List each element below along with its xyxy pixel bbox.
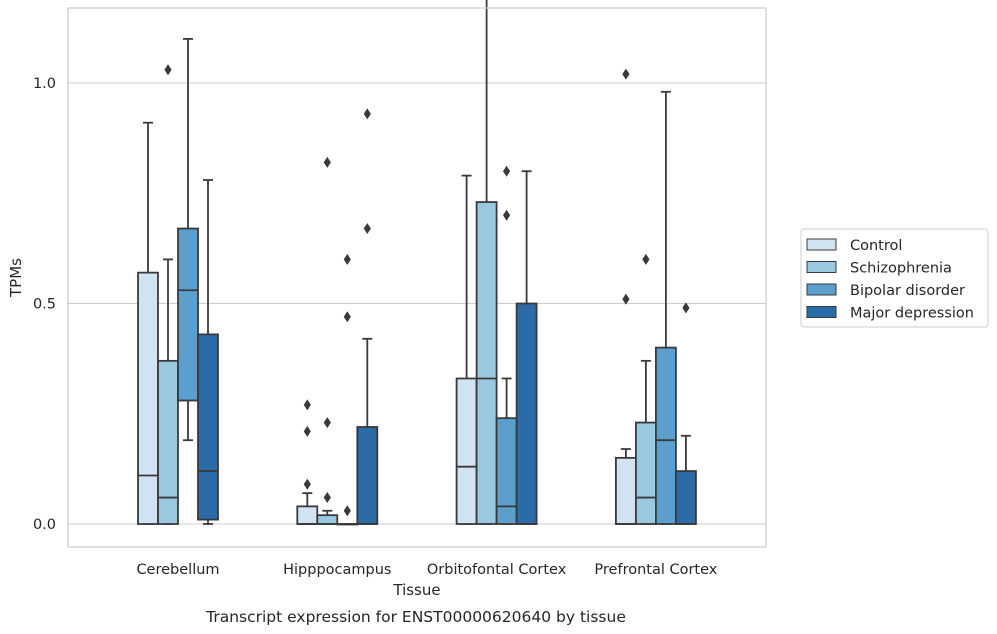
- box-body: [455, 377, 478, 525]
- box-schizophrenia: [316, 156, 339, 525]
- legend: Control Schizophrenia Bipolar disorder Majo…: [800, 228, 989, 328]
- outlier-point: [343, 505, 351, 517]
- outlier-point: [303, 399, 311, 411]
- box-body: [316, 514, 339, 525]
- box-schizophrenia: [157, 64, 179, 525]
- box-control: [296, 399, 319, 525]
- box-major-depression: [197, 179, 219, 525]
- outlier-point: [503, 165, 511, 177]
- y-tick-labels: 0.00.51.01.52.0: [33, 76, 56, 533]
- legend-label: Schizophrenia: [850, 261, 952, 277]
- outlier-point: [363, 108, 371, 120]
- box-major-depression: [515, 170, 538, 525]
- box-bipolar-disorder: [177, 38, 199, 442]
- outlier-point: [343, 253, 351, 265]
- plot-area-frame: [67, 7, 767, 548]
- box-body: [177, 227, 199, 402]
- box-body: [655, 346, 677, 525]
- outlier-point: [303, 425, 311, 437]
- legend-swatch: [806, 238, 837, 251]
- outlier-point: [642, 253, 650, 265]
- legend-frame: [800, 228, 989, 328]
- box-body: [296, 505, 319, 525]
- box-plots: [137, 0, 697, 526]
- x-tick-label: Hipppocampus: [283, 562, 391, 578]
- box-body: [197, 333, 219, 521]
- outlier-point: [503, 209, 511, 221]
- y-tick-label: 0.5: [33, 297, 56, 313]
- box-control: [137, 121, 159, 525]
- box-body: [675, 470, 697, 525]
- outlier-point: [682, 302, 690, 314]
- legend-label: Control: [850, 238, 902, 254]
- y-tick-label: 1.0: [33, 76, 56, 92]
- outlier-point: [343, 311, 351, 323]
- box-major-depression: [356, 108, 379, 525]
- box-bipolar-disorder: [655, 90, 677, 525]
- outlier-point: [164, 64, 172, 76]
- x-tick-label: Orbitofontal Cortex: [427, 562, 567, 578]
- x-tick-labels: Cerebellum Hipppocampus Orbitofontal Corte…: [136, 562, 717, 578]
- legend-swatch: [806, 261, 837, 273]
- legend-swatch: [806, 306, 837, 318]
- outlier-point: [363, 223, 371, 235]
- outlier-point: [622, 293, 630, 305]
- box-bipolar-disorder: [495, 165, 518, 525]
- y-tick-label: 0.0: [33, 517, 56, 533]
- box-bipolar-disorder: [336, 253, 359, 526]
- outlier-point: [323, 492, 331, 504]
- box-control: [615, 68, 637, 525]
- box-schizophrenia: [635, 253, 657, 525]
- box-body: [137, 271, 159, 525]
- outlier-point: [622, 68, 630, 80]
- legend-label: Major depression: [850, 306, 974, 322]
- box-major-depression: [675, 302, 697, 525]
- x-tick-label: Cerebellum: [136, 562, 219, 578]
- box-body: [515, 302, 538, 525]
- box-control: [455, 174, 478, 525]
- x-tick-label: Prefrontal Cortex: [594, 562, 717, 578]
- box-schizophrenia: [475, 0, 498, 525]
- box-body: [157, 359, 179, 525]
- outlier-point: [323, 417, 331, 429]
- legend-label: Bipolar disorder: [850, 283, 965, 299]
- box-body: [495, 417, 518, 525]
- box-body: [356, 426, 379, 525]
- box-body: [615, 456, 637, 525]
- figure-caption: Transcript expression for ENST0000062064…: [205, 608, 626, 626]
- box-body: [635, 421, 657, 525]
- legend-swatch: [806, 283, 837, 296]
- outlier-point: [303, 478, 311, 490]
- outlier-point: [323, 156, 331, 168]
- x-axis-label: Tissue: [392, 581, 440, 599]
- box-body: [475, 201, 498, 525]
- y-axis-label: TPMs: [7, 258, 25, 298]
